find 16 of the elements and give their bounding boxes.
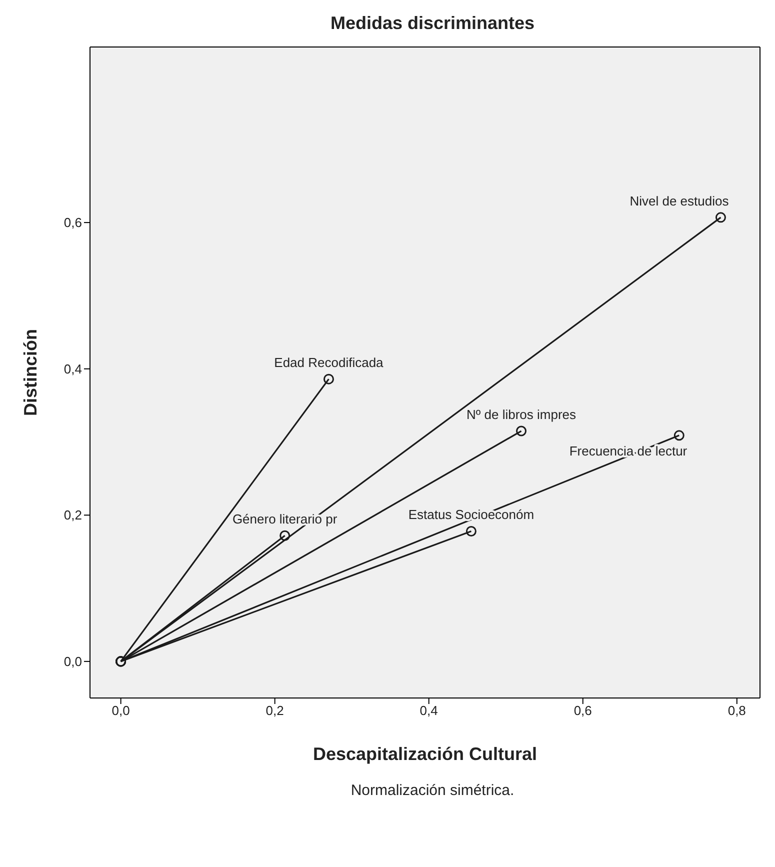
series-label: Nº de libros impres xyxy=(466,407,577,422)
x-tick-label: 0,8 xyxy=(728,703,746,718)
y-tick-label: 0,0 xyxy=(64,654,82,670)
series-label: Nivel de estudios xyxy=(630,193,730,208)
text: Normalización simétrica. xyxy=(350,782,516,799)
x-tick-label: 0,4 xyxy=(420,703,438,718)
y-axis-title: Distinción xyxy=(20,328,40,416)
y-tick-label: 0,6 xyxy=(64,215,82,230)
chart-title: Medidas discriminantes xyxy=(329,12,536,35)
x-tick-label: 0,0 xyxy=(112,703,130,718)
y-tick-label: 0,2 xyxy=(64,508,82,523)
x-axis-title: Descapitalización Cultural xyxy=(312,744,538,764)
x-tick-label: 0,6 xyxy=(574,703,592,718)
series-label: Edad Recodificada xyxy=(274,355,384,370)
y-tick-label: 0,4 xyxy=(64,361,82,376)
x-tick-label: 0,2 xyxy=(266,703,284,718)
